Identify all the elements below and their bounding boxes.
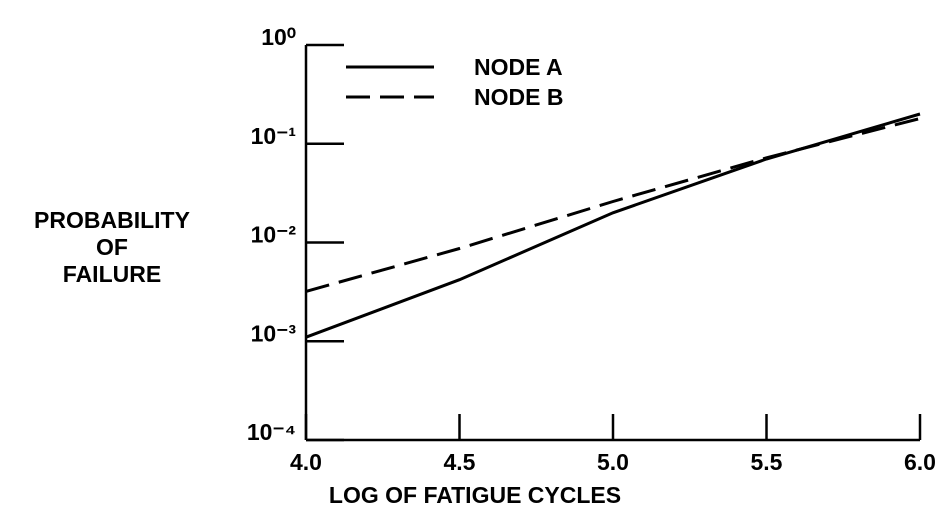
y-tick-label: 10⁰ [261, 24, 296, 50]
legend-label: NODE A [474, 54, 563, 80]
x-axis-label: LOG OF FATIGUE CYCLES [329, 482, 621, 508]
y-axis-label: FAILURE [63, 261, 161, 287]
y-axis-label: OF [96, 234, 128, 260]
x-tick-label: 6.0 [904, 449, 936, 475]
y-tick-label: 10⁻³ [251, 320, 297, 346]
x-tick-label: 4.0 [290, 449, 322, 475]
y-tick-label: 10⁻¹ [251, 123, 296, 149]
series-line [305, 117, 921, 293]
legend-label: NODE B [474, 84, 563, 110]
y-tick-label: 10⁻⁴ [247, 419, 296, 445]
y-tick-label: 10⁻² [251, 222, 297, 248]
x-tick-label: 5.5 [751, 449, 783, 475]
y-axis-label: PROBABILITY [34, 207, 190, 233]
x-tick-label: 4.5 [444, 449, 476, 475]
x-tick-label: 5.0 [597, 449, 629, 475]
series-line [305, 112, 921, 339]
